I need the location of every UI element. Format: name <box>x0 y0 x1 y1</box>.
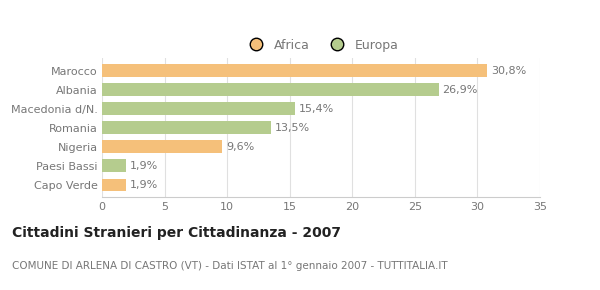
Legend: Africa, Europa: Africa, Europa <box>239 34 403 57</box>
Bar <box>102 140 222 153</box>
Bar <box>102 160 126 172</box>
Text: 26,9%: 26,9% <box>442 85 478 95</box>
Bar <box>102 102 295 115</box>
Text: Cittadini Stranieri per Cittadinanza - 2007: Cittadini Stranieri per Cittadinanza - 2… <box>12 226 341 240</box>
Bar <box>102 122 271 134</box>
Text: 15,4%: 15,4% <box>298 104 334 114</box>
Text: 1,9%: 1,9% <box>130 161 158 171</box>
Text: 13,5%: 13,5% <box>275 123 310 133</box>
Bar <box>102 179 126 191</box>
Bar <box>102 64 487 77</box>
Bar <box>102 83 439 96</box>
Text: COMUNE DI ARLENA DI CASTRO (VT) - Dati ISTAT al 1° gennaio 2007 - TUTTITALIA.IT: COMUNE DI ARLENA DI CASTRO (VT) - Dati I… <box>12 261 448 271</box>
Text: 1,9%: 1,9% <box>130 180 158 190</box>
Text: 9,6%: 9,6% <box>226 142 254 152</box>
Text: 30,8%: 30,8% <box>491 66 526 75</box>
